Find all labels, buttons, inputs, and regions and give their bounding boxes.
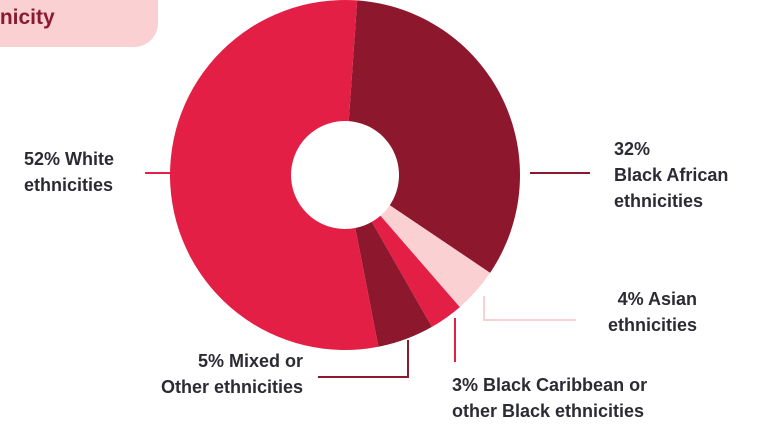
slice-label-black-caribbean: 3% Black Caribbean or other Black ethnic… [452,375,648,421]
slice-label-mixed-other: 5% Mixed or Other ethnicities [160,351,303,397]
section-tab-title: thnicity [0,6,55,29]
slice-black-african [348,0,520,273]
section-tab: thnicity [0,0,158,47]
slice-mixed-other [355,221,432,347]
slice-white [170,0,379,350]
slice-black-caribbean [371,215,460,327]
slice-label-white: 52% White ethnicities [24,149,115,195]
leader-line-mixed-other [318,340,409,378]
donut-slices [170,0,520,350]
slice-asian [380,205,491,308]
slice-label-black-african: 32% Black African ethnicities [614,139,729,211]
leader-lines [145,172,590,378]
leader-line-asian [483,296,576,321]
slice-label-asian: 4% Asian ethnicities [607,289,697,335]
